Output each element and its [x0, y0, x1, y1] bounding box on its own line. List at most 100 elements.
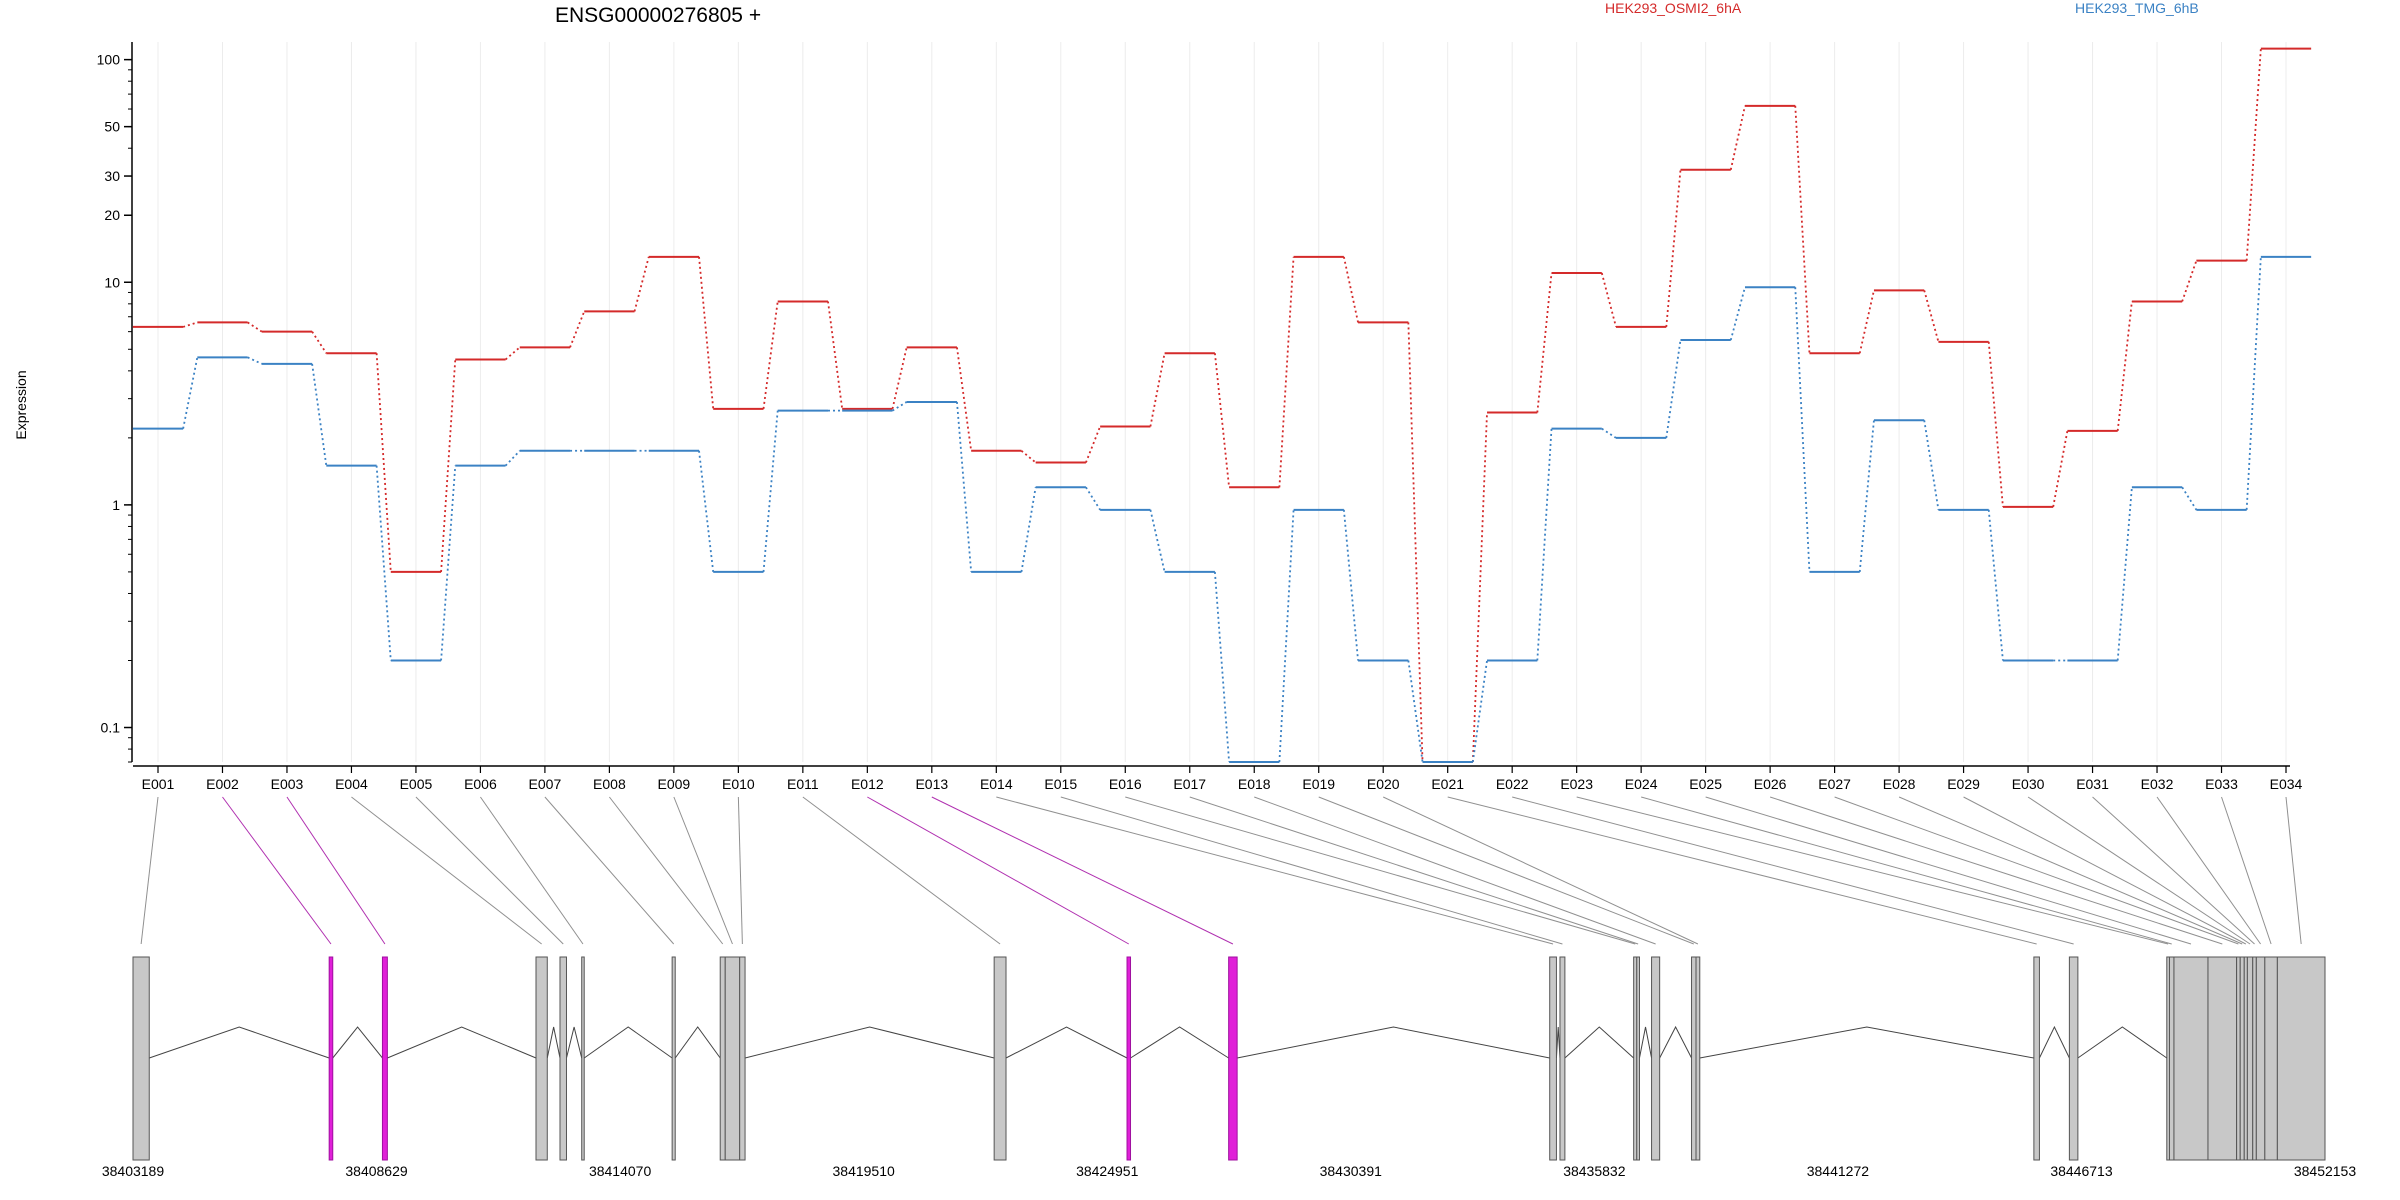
chart-title: ENSG00000276805 + [555, 4, 761, 27]
x-tick-label: E025 [1689, 776, 1722, 792]
legend-series-1: HEK293_OSMI2_6hA [1605, 0, 1742, 16]
exon-box [1549, 956, 1557, 1161]
exon-box [1651, 956, 1661, 1161]
exon-box [535, 956, 548, 1161]
intron [149, 1026, 330, 1059]
series-connector [1407, 322, 1424, 763]
coordinate-tick-label: 38441272 [1807, 1163, 1870, 1179]
series-connector [1407, 660, 1424, 763]
x-tick-label: E003 [271, 776, 304, 792]
exon-connector [1705, 796, 2192, 945]
intron [1638, 1026, 1653, 1059]
series-connector [1729, 105, 1746, 170]
series-layer [132, 47, 2312, 763]
exon-connector [222, 796, 332, 945]
series-connector [1987, 341, 2004, 507]
exon-box [1126, 956, 1132, 1161]
intron [1555, 1026, 1561, 1059]
exon-connector [1512, 796, 2074, 945]
exon-box [1636, 956, 1640, 1161]
x-tick-label: E032 [2141, 776, 2174, 792]
y-tick-label: 1 [112, 497, 120, 513]
y-tick-label: 10 [104, 274, 120, 290]
exon-box [993, 956, 1007, 1161]
exon-box [328, 956, 334, 1161]
exon-connector [996, 796, 1554, 945]
coordinate-tick-label: 38419510 [833, 1163, 896, 1179]
exon-connector [1576, 796, 2169, 945]
exon-box [2173, 956, 2209, 1161]
series-connector [1471, 660, 1488, 763]
coordinate-tick-label: 38414070 [589, 1163, 652, 1179]
y-tick-label: 0.1 [101, 720, 121, 736]
x-tick-label: E004 [335, 776, 368, 792]
x-tick-label: E011 [787, 776, 819, 792]
intron [1237, 1026, 1550, 1059]
series-connector [311, 331, 328, 354]
exon-box [719, 956, 726, 1161]
exon-box [671, 956, 676, 1161]
legend-series-2: HEK293_TMG_6hB [2075, 0, 2199, 16]
series-connector [827, 301, 844, 409]
y-tick-label: 100 [97, 52, 121, 68]
exon-connector [802, 796, 1001, 945]
series-connector [1601, 427, 1617, 439]
intron [674, 1026, 721, 1059]
series-1 [132, 47, 2312, 763]
exon-box [2246, 956, 2254, 1161]
intron [2038, 1025, 2070, 1059]
exon-connector [2027, 796, 2251, 945]
exon-connector [1898, 796, 2243, 945]
series-connector [1085, 486, 1101, 511]
series-connector [1923, 420, 1940, 510]
exon-connector [1125, 796, 1636, 945]
exon-connector [1447, 796, 2037, 945]
coordinate-tick-label: 38424951 [1076, 1163, 1139, 1179]
series-connector [182, 357, 199, 429]
connector-layer [140, 796, 2302, 945]
exon-box [132, 956, 150, 1161]
exon-connector [2285, 796, 2302, 945]
exon-box [381, 956, 388, 1161]
exon-box [2264, 956, 2278, 1161]
series-connector [311, 363, 328, 466]
intron [332, 1026, 383, 1059]
series-connector [891, 347, 908, 410]
x-tick-label: E020 [1367, 776, 1400, 792]
exon-box [2239, 956, 2245, 1161]
x-tick-label: E013 [915, 776, 948, 792]
series-connector [440, 359, 457, 572]
x-tick-label: E019 [1302, 776, 1335, 792]
series-connector [762, 301, 779, 409]
intron [2077, 1026, 2168, 1059]
exon-box [1559, 956, 1566, 1161]
y-tick-label: 30 [104, 168, 120, 184]
series-connector [762, 410, 779, 572]
y-axis-label: Expression [13, 370, 29, 439]
exon-connector [351, 796, 542, 945]
series-connector [956, 347, 973, 451]
exon-connector [608, 796, 724, 945]
series-connector [956, 401, 973, 572]
x-tick-label: E024 [1625, 776, 1658, 792]
series-connector [1278, 509, 1295, 763]
x-tick-label: E014 [980, 776, 1013, 792]
intron [1130, 1026, 1229, 1059]
series-connector [504, 450, 521, 467]
exon-connector [931, 796, 1234, 945]
exon-connector [140, 796, 159, 945]
exon-box [2236, 956, 2241, 1161]
series-connector [698, 450, 715, 573]
series-connector [1987, 509, 2004, 661]
exon-box [581, 956, 585, 1161]
series-connector [247, 321, 263, 333]
exon-connector [480, 796, 584, 945]
intron [1005, 1026, 1128, 1059]
series-connector [182, 321, 198, 328]
series-connector [1149, 353, 1166, 427]
x-tick-label: E029 [1947, 776, 1980, 792]
series-connector [1858, 420, 1875, 572]
exon-connector [1963, 796, 2247, 945]
series-connector [1794, 105, 1811, 354]
exon-connector [544, 796, 675, 945]
